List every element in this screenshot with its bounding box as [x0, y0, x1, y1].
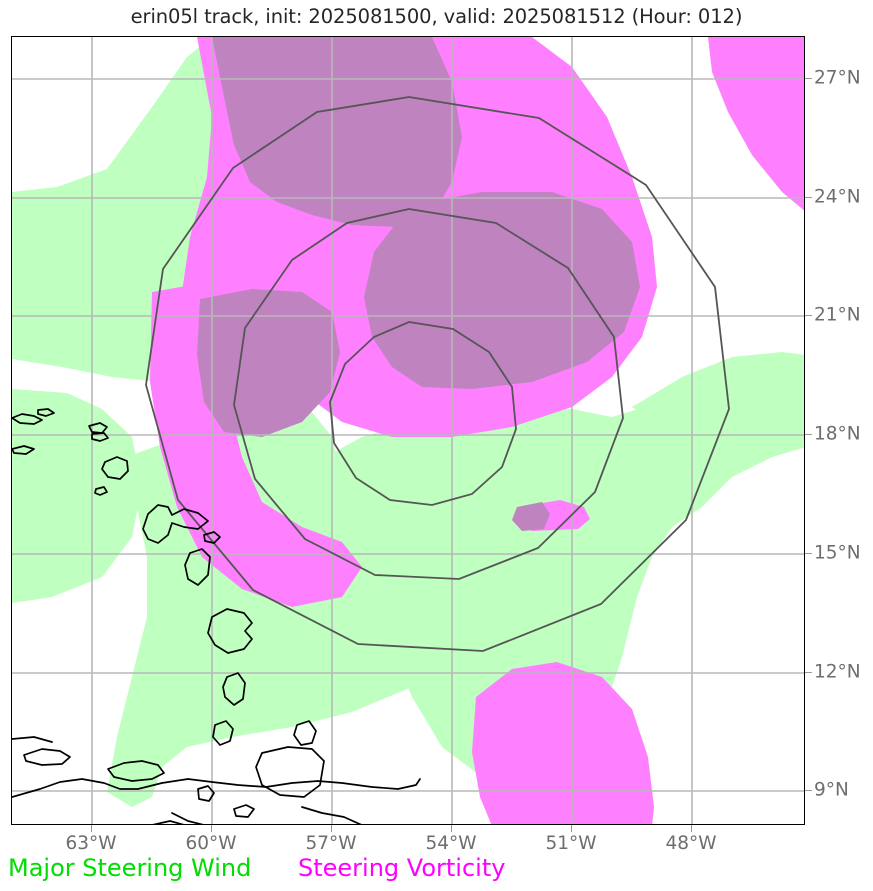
xtick-mark-54w [451, 825, 452, 832]
legend-major-steering-wind: Major Steering Wind [8, 854, 252, 882]
xtick-label-60w: 60°W [185, 833, 237, 854]
xtick-mark-57w [331, 825, 332, 832]
ytick-label-21n: 21°N [814, 304, 861, 326]
ytick-label-15n: 15°N [814, 542, 861, 564]
xtick-mark-51w [571, 825, 572, 832]
ytick-label-12n: 12°N [814, 661, 861, 683]
xtick-label-48w: 48°W [665, 833, 717, 854]
ytick-label-24n: 24°N [814, 186, 861, 208]
ytick-mark-9n [805, 790, 812, 791]
legend-steering-vorticity: Steering Vorticity [298, 854, 506, 882]
overlap-fill [197, 37, 640, 531]
ytick-mark-12n [805, 672, 812, 673]
ytick-mark-18n [805, 434, 812, 435]
xtick-label-51w: 51°W [545, 833, 597, 854]
xtick-label-63w: 63°W [65, 833, 117, 854]
ytick-label-27n: 27°N [814, 67, 861, 89]
storm-range-rings [145, 96, 730, 652]
xtick-mark-48w [691, 825, 692, 832]
ytick-mark-21n [805, 315, 812, 316]
coastlines [12, 408, 421, 824]
ytick-mark-24n [805, 197, 812, 198]
xtick-mark-60w [211, 825, 212, 832]
xtick-label-57w: 57°W [305, 833, 357, 854]
range-ring-inner [329, 321, 517, 506]
ytick-mark-15n [805, 553, 812, 554]
ytick-label-9n: 9°N [814, 779, 849, 801]
xtick-label-54w: 54°W [425, 833, 477, 854]
range-ring-outer [145, 96, 730, 652]
ytick-label-18n: 18°N [814, 423, 861, 445]
map-svg [12, 37, 804, 824]
ytick-mark-27n [805, 78, 812, 79]
xtick-mark-63w [91, 825, 92, 832]
range-ring-middle [233, 208, 624, 580]
map-plot-area[interactable] [11, 36, 805, 825]
page-title: erin05l track, init: 2025081500, valid: … [130, 5, 743, 28]
